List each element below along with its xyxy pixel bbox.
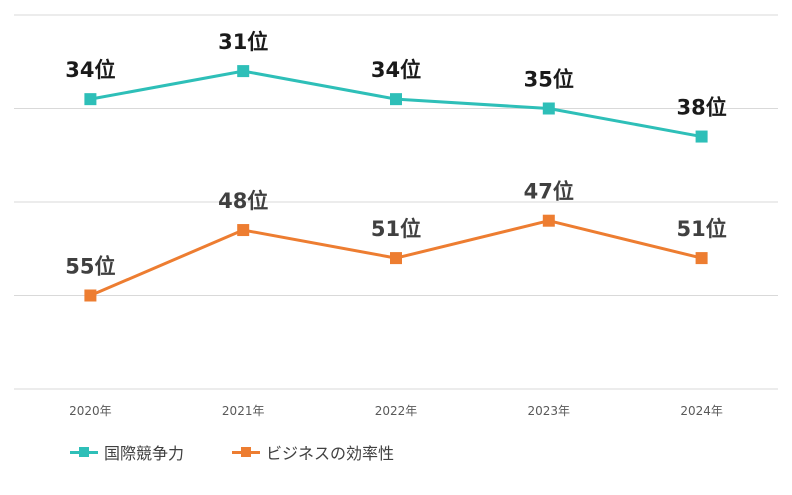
x-tick-label: 2021年 (222, 404, 265, 418)
data-point (237, 65, 250, 78)
x-tick-label: 2023年 (528, 404, 571, 418)
data-point (695, 252, 708, 265)
x-axis: 2020年 2021年 2022年 2023年 2024年 (69, 404, 723, 418)
data-point (84, 93, 97, 106)
data-point (237, 224, 250, 237)
series-layer: 34位 31位 34位 35位 38位 55位 48位 51位 47位 51位 (65, 30, 727, 302)
data-point (84, 289, 97, 302)
data-label: 55位 (65, 255, 115, 279)
x-tick-label: 2022年 (375, 404, 418, 418)
data-point (390, 252, 402, 265)
data-label: 34位 (371, 58, 421, 82)
data-label: 38位 (676, 96, 726, 120)
data-point (390, 93, 402, 106)
data-label: 35位 (524, 68, 574, 92)
legend: 国際競争力 ビジネスの効率性 (70, 440, 394, 464)
data-label: 47位 (524, 180, 574, 204)
data-label: 51位 (371, 217, 421, 241)
data-point (542, 102, 555, 115)
legend-item-business-efficiency: ビジネスの効率性 (232, 440, 394, 464)
data-point (542, 214, 555, 227)
legend-label-business-efficiency: ビジネスの効率性 (266, 444, 395, 463)
legend-item-competitiveness: 国際競争力 (70, 440, 184, 464)
legend-swatch-business-efficiency (232, 445, 261, 459)
data-label: 51位 (676, 217, 726, 241)
line-chart: 34位 31位 34位 35位 38位 55位 48位 51位 47位 51位 2020年 2021… (14, 14, 778, 418)
data-label: 48位 (218, 189, 268, 213)
data-label: 31位 (218, 30, 268, 54)
x-tick-label: 2020年 (69, 404, 112, 418)
data-point (695, 130, 708, 143)
gridlines (14, 14, 778, 390)
x-tick-label: 2024年 (680, 404, 723, 418)
legend-swatch-competitiveness (70, 445, 98, 459)
legend-label-competitiveness: 国際競争力 (104, 444, 185, 463)
data-label: 34位 (65, 58, 115, 82)
